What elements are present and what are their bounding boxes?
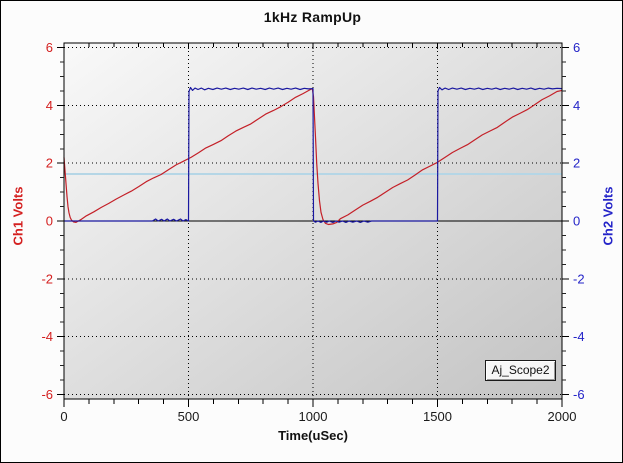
trace-ch2 (64, 86, 563, 223)
ch2-axis-title: Ch2 Volts (600, 186, 616, 246)
time-tick-label: 1500 (423, 409, 452, 424)
ch1-tick-label: -4 (41, 329, 53, 344)
ch2-tick-label: -2 (573, 271, 585, 286)
tick-labels: 6 6 4 4 2 2 0 0 -2 -2 -4 -4 -6 -6 0 500 1000 1500 2000 (41, 40, 584, 424)
chart-title: 1kHz RampUp (263, 9, 362, 25)
time-tick-label: 500 (178, 409, 200, 424)
ch1-tick-label: 6 (46, 40, 53, 55)
ch1-tick-label: 0 (46, 214, 53, 229)
ch2-tick-label: 0 (573, 214, 580, 229)
axis-ticks (57, 43, 569, 407)
ch1-tick-label: -2 (41, 271, 53, 286)
scope-name-badge: Aj_Scope2 (485, 360, 556, 381)
ch1-tick-label: 2 (46, 156, 53, 171)
time-tick-label: 2000 (548, 409, 577, 424)
time-tick-label: 1000 (299, 409, 328, 424)
ch1-axis-title: Ch1 Volts (10, 186, 26, 246)
ch2-tick-label: -4 (573, 329, 585, 344)
ch2-tick-label: 2 (573, 156, 580, 171)
time-tick-label: 0 (60, 409, 67, 424)
ch2-tick-label: 6 (573, 40, 580, 55)
time-axis-title: Time(uSec) (278, 428, 348, 443)
ch2-tick-label: 4 (573, 98, 580, 113)
ch2-tick-label: -6 (573, 387, 585, 402)
ch1-tick-label: 4 (46, 98, 53, 113)
ch1-tick-label: -6 (41, 387, 53, 402)
